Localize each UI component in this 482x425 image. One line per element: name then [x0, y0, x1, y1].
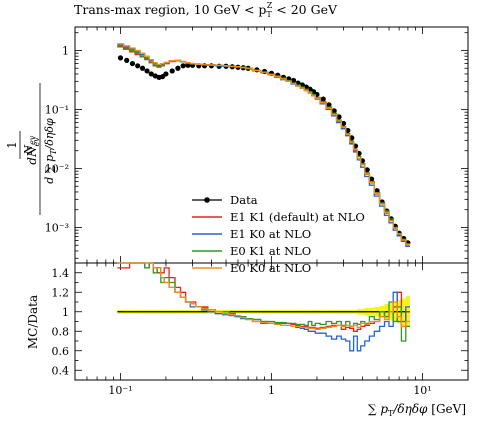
data-point	[364, 167, 370, 173]
data-point	[336, 114, 342, 120]
ratio-line-4	[117, 262, 410, 330]
y-tick-label-ratio: 0.6	[52, 345, 70, 358]
data-point	[175, 65, 181, 71]
legend-label: E0 K1 at NLO	[230, 244, 311, 258]
x-tick-label: 1	[268, 384, 275, 397]
data-point	[320, 96, 326, 102]
data-point	[290, 77, 297, 84]
data-point	[117, 55, 124, 61]
y-tick-label-ratio: 1.2	[52, 286, 70, 299]
data-point	[135, 63, 141, 69]
legend-label: E1 K1 (default) at NLO	[230, 210, 365, 224]
axis-ticks-layer	[74, 27, 469, 381]
ratio-series-layer	[117, 262, 411, 352]
data-point	[144, 68, 150, 74]
data-point	[345, 127, 351, 134]
tick-labels-layer: 10⁻¹ 1 10¹ 1 10⁻¹ 10⁻² 10⁻³ 0.4 0.6 0.8 1 1.2 1.4	[45, 44, 432, 397]
y-tick-label-main: 10⁻¹	[45, 103, 69, 116]
series-layer	[117, 43, 411, 247]
y-axis-label-prefactor: 1 Nev	[5, 131, 37, 159]
data-point	[303, 84, 309, 90]
chart-title: Trans-max region, 10 GeV < pTZ < 20 GeV	[74, 1, 338, 19]
data-point	[163, 71, 169, 77]
legend-marker-point	[204, 197, 210, 203]
data-point	[331, 108, 337, 114]
y-axis-label-ratio: MC/Data	[26, 295, 40, 349]
legend-label: E1 K0 at NLO	[230, 227, 311, 241]
data-point	[368, 176, 375, 182]
legend: Data E1 K1 (default) at NLO E1 K0 at NLO E0…	[192, 193, 365, 275]
y-tick-label-ratio: 0.8	[52, 325, 70, 338]
series-line-4	[117, 43, 410, 246]
y-tick-label-ratio: 1.4	[52, 267, 70, 280]
data-point	[139, 65, 146, 71]
data-point	[326, 102, 332, 108]
data-point	[148, 71, 154, 77]
legend-label: Data	[230, 193, 258, 207]
y-axis-label-prefactor-num: 1	[5, 141, 19, 149]
y-tick-label-ratio: 1	[62, 306, 69, 319]
data-point	[185, 62, 191, 68]
y-tick-label-main: 10⁻³	[45, 221, 69, 234]
y-tick-label-main: 10⁻²	[45, 162, 69, 175]
data-point	[124, 57, 130, 63]
data-point	[340, 120, 347, 127]
y-tick-label-ratio: 0.4	[52, 364, 70, 377]
y-tick-label-main: 1	[62, 44, 69, 57]
data-point	[299, 82, 305, 88]
legend-label: E0 K0 at NLO	[230, 261, 311, 275]
x-tick-label: 10¹	[413, 384, 431, 397]
data-point	[349, 135, 355, 141]
y-axis-label-denominator: d ∑ pT/δηδφ	[43, 118, 58, 184]
data-point	[129, 60, 136, 67]
data-point	[201, 63, 208, 69]
x-tick-label: 10⁻¹	[108, 384, 132, 397]
y-axis-label-prefactor-den: Nev	[22, 135, 37, 155]
data-point	[169, 68, 175, 74]
data-point	[180, 63, 186, 69]
x-axis-label: ∑ pT/δηδφ [GeV]	[368, 402, 466, 418]
